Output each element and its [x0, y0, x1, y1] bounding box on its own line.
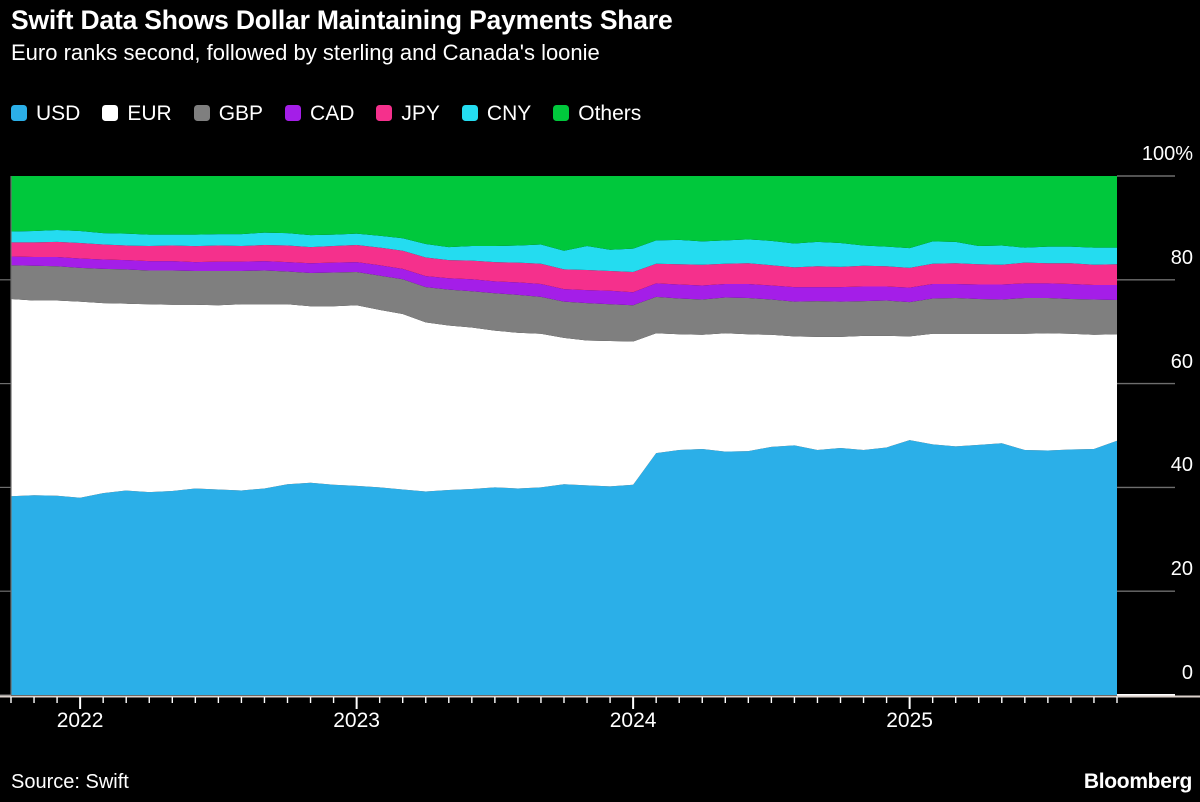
legend-swatch-others-icon: [553, 105, 570, 121]
y-axis-tick-label: 60: [1170, 350, 1193, 373]
area-series-jpy: [11, 241, 1117, 293]
legend-swatch-cad-icon: [285, 105, 302, 121]
legend-swatch-cny-icon: [461, 105, 478, 121]
area-series-others: [11, 176, 1117, 251]
chart-header: Swift Data Shows Dollar Maintaining Paym…: [0, 0, 1200, 68]
legend-item-label: Others: [578, 101, 642, 125]
legend-item-label: USD: [36, 101, 81, 125]
legend-item-label: CNY: [486, 101, 532, 125]
legend-item-cad[interactable]: CAD: [285, 103, 354, 124]
legend-swatch-gbp-icon: [193, 105, 210, 121]
legend-item-label: EUR: [127, 101, 172, 125]
chart-subtitle: Euro ranks second, followed by sterling …: [11, 40, 600, 65]
x-tick-marks-group: [0, 695, 1200, 709]
legend-item-usd[interactable]: USD: [11, 103, 80, 124]
y-gridlines-group: [0, 175, 1175, 696]
area-series-group: [11, 176, 1117, 695]
legend-swatch-eur-icon: [102, 105, 119, 121]
area-series-usd: [11, 440, 1117, 695]
legend-swatch-usd-icon: [11, 105, 27, 121]
page-title: Swift Data Shows Dollar Maintaining Paym…: [11, 5, 673, 35]
legend-item-label: GBP: [218, 101, 264, 125]
y-axis-tick-label: 0: [1181, 662, 1193, 684]
x-axis-tick-label-2023: 2023: [333, 709, 380, 732]
area-series-gbp: [11, 265, 1117, 342]
x-axis-tick-label-2022: 2022: [56, 709, 104, 732]
legend-item-jpy[interactable]: JPY: [376, 103, 440, 124]
legend-item-label: CAD: [310, 101, 355, 125]
chart-legend: USD EUR GBP CAD JPY CNY Others: [11, 99, 663, 127]
x-axis-tick-label-2024: 2024: [609, 709, 657, 732]
legend-item-label: JPY: [401, 101, 440, 125]
chart-footer: Source: Swift Bloomberg: [0, 770, 1200, 802]
y-axis-tick-label: 100%: [1141, 143, 1193, 165]
x-axis-tick-label-2025: 2025: [886, 709, 933, 732]
legend-item-others[interactable]: Others: [553, 103, 641, 124]
bloomberg-brand: Bloomberg: [1083, 770, 1192, 793]
legend-item-gbp[interactable]: GBP: [193, 101, 264, 125]
y-axis-tick-label: 40: [1170, 454, 1193, 477]
area-series-eur: [11, 299, 1117, 498]
area-series-cny: [11, 229, 1117, 273]
y-axis-tick-label: 20: [1170, 558, 1193, 581]
y-axis-tick-label: 80: [1170, 246, 1193, 269]
legend-item-eur[interactable]: EUR: [102, 101, 172, 125]
legend-swatch-jpy-icon: [376, 105, 393, 121]
source-note: Source: Swift: [11, 771, 129, 793]
legend-item-cny[interactable]: CNY: [461, 101, 532, 125]
area-series-cad: [11, 256, 1117, 306]
